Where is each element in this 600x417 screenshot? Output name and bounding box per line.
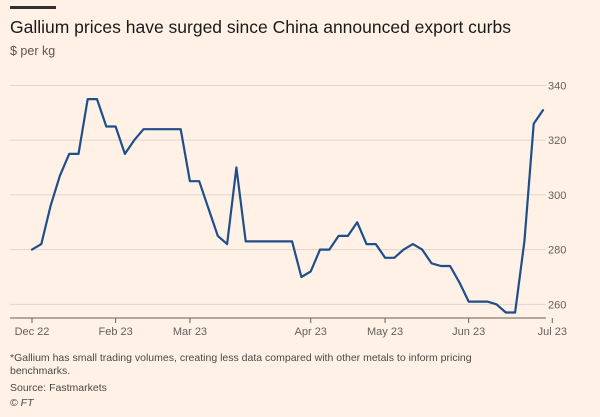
gridlines <box>10 84 546 305</box>
x-tick-label: Feb 23 <box>98 326 132 338</box>
x-tick-label: Apr 23 <box>295 326 327 338</box>
y-tick-label-260: 260 <box>548 299 566 311</box>
y-tick-label-340: 340 <box>548 80 566 92</box>
x-tick-label: May 23 <box>367 326 403 338</box>
source-note: Source: Fastmarkets <box>10 382 107 394</box>
chart-title: Gallium prices have surged since China a… <box>10 17 511 37</box>
x-tick-label: Mar 23 <box>173 326 207 338</box>
series-line-gallium-price <box>30 97 545 314</box>
x-tick-label: Dec 22 <box>15 326 50 338</box>
y-tick-label-300: 300 <box>548 190 566 202</box>
series-layer <box>30 97 545 314</box>
y-axis-tick-labels: 260 280 300 320 340 <box>548 80 566 311</box>
title-accent-bar <box>10 6 56 9</box>
x-tick-label: Jun 23 <box>452 326 485 338</box>
x-axis: Dec 22 Feb 23 Mar 23 Apr 23 May 23 Jun 23 Jul … <box>10 317 567 338</box>
y-axis-unit-label: $ per kg <box>10 44 56 58</box>
x-tick-label: Jul 23 <box>538 326 567 338</box>
y-tick-label-280: 280 <box>548 245 566 257</box>
footnote: *Gallium has small trading volumes, crea… <box>10 352 472 377</box>
y-tick-label-320: 320 <box>548 135 566 147</box>
ft-logo: © FT <box>10 397 34 409</box>
